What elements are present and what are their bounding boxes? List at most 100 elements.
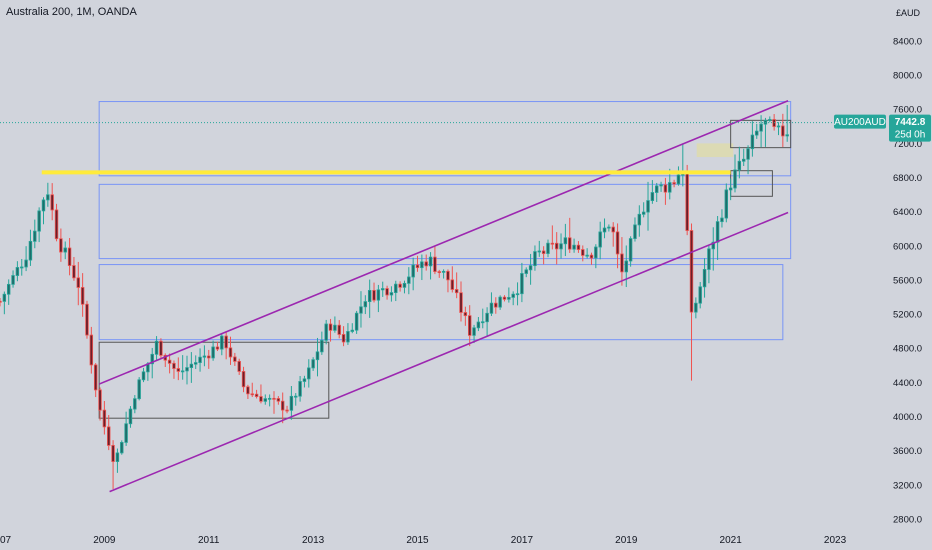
last-price-tag[interactable] xyxy=(889,114,931,142)
candle[interactable] xyxy=(128,406,133,428)
candle[interactable] xyxy=(311,357,315,371)
candle[interactable] xyxy=(563,223,568,257)
candle[interactable] xyxy=(702,258,707,298)
candle[interactable] xyxy=(202,345,207,367)
candle[interactable] xyxy=(511,291,515,306)
candle[interactable] xyxy=(615,223,620,269)
candle[interactable] xyxy=(602,218,607,239)
candle[interactable] xyxy=(433,245,437,275)
candle[interactable] xyxy=(628,236,633,267)
candle[interactable] xyxy=(594,244,598,269)
candle[interactable] xyxy=(646,181,650,231)
candle[interactable] xyxy=(720,209,724,228)
candle[interactable] xyxy=(541,246,546,265)
candle[interactable] xyxy=(185,355,189,385)
candle[interactable] xyxy=(781,113,785,147)
candle[interactable] xyxy=(415,255,420,272)
candle[interactable] xyxy=(528,253,533,285)
candle[interactable] xyxy=(341,326,346,347)
candle[interactable] xyxy=(533,245,537,271)
candle[interactable] xyxy=(54,203,59,242)
candle[interactable] xyxy=(41,197,46,225)
candle[interactable] xyxy=(289,386,294,420)
candle[interactable] xyxy=(237,358,241,375)
candle[interactable] xyxy=(337,320,341,339)
candle[interactable] xyxy=(502,295,507,302)
candle[interactable] xyxy=(398,281,402,292)
candle[interactable] xyxy=(637,205,642,237)
candle[interactable] xyxy=(728,178,733,201)
candle[interactable] xyxy=(689,223,694,381)
candle[interactable] xyxy=(198,348,202,372)
candle[interactable] xyxy=(67,238,72,276)
candle[interactable] xyxy=(620,237,624,286)
candle[interactable] xyxy=(324,319,328,345)
candle[interactable] xyxy=(424,254,428,271)
candle[interactable] xyxy=(367,279,372,318)
candle[interactable] xyxy=(498,295,502,310)
candle[interactable] xyxy=(463,306,468,326)
candle[interactable] xyxy=(746,145,750,175)
candle[interactable] xyxy=(733,154,737,193)
candle[interactable] xyxy=(85,300,89,339)
candle[interactable] xyxy=(72,256,76,281)
candle[interactable] xyxy=(381,281,385,297)
candle[interactable] xyxy=(276,396,281,405)
candle[interactable] xyxy=(363,295,368,315)
candle[interactable] xyxy=(550,225,555,250)
candle[interactable] xyxy=(207,349,211,369)
candle[interactable] xyxy=(233,352,237,366)
candle[interactable] xyxy=(76,261,80,306)
candle[interactable] xyxy=(11,270,15,288)
candle[interactable] xyxy=(711,227,715,271)
candle[interactable] xyxy=(59,228,63,262)
candle[interactable] xyxy=(120,440,124,455)
candle[interactable] xyxy=(259,384,263,404)
candle[interactable] xyxy=(450,266,455,293)
candle[interactable] xyxy=(576,241,581,253)
candle[interactable] xyxy=(715,215,720,260)
candle[interactable] xyxy=(333,316,337,333)
candle[interactable] xyxy=(254,389,259,399)
candle[interactable] xyxy=(485,307,489,337)
candle[interactable] xyxy=(676,166,681,186)
candle[interactable] xyxy=(611,222,615,247)
candle[interactable] xyxy=(150,347,154,379)
candle[interactable] xyxy=(607,224,611,232)
candle[interactable] xyxy=(585,248,589,259)
candle[interactable] xyxy=(154,336,159,361)
candle[interactable] xyxy=(776,122,781,136)
candle[interactable] xyxy=(124,411,128,446)
candle[interactable] xyxy=(224,331,228,360)
candle[interactable] xyxy=(246,384,250,399)
candle[interactable] xyxy=(685,164,689,236)
candle[interactable] xyxy=(489,292,494,317)
candle[interactable] xyxy=(572,238,576,253)
candle[interactable] xyxy=(159,338,163,359)
candle[interactable] xyxy=(228,336,233,365)
candle[interactable] xyxy=(476,316,481,332)
candle[interactable] xyxy=(655,182,659,203)
candle[interactable] xyxy=(280,392,285,424)
candle[interactable] xyxy=(50,183,54,221)
candle[interactable] xyxy=(507,287,511,303)
candle[interactable] xyxy=(346,323,350,345)
candle[interactable] xyxy=(724,183,729,223)
candle[interactable] xyxy=(189,352,194,383)
candle[interactable] xyxy=(89,326,94,374)
candle[interactable] xyxy=(524,267,528,278)
candle[interactable] xyxy=(537,240,541,257)
candle[interactable] xyxy=(559,233,563,259)
candle[interactable] xyxy=(698,281,702,309)
candle[interactable] xyxy=(581,245,585,262)
candle[interactable] xyxy=(472,324,476,344)
candle[interactable] xyxy=(320,331,324,355)
candle[interactable] xyxy=(407,267,411,295)
candle[interactable] xyxy=(176,357,181,381)
candle[interactable] xyxy=(315,337,320,377)
candle[interactable] xyxy=(568,217,572,253)
candle[interactable] xyxy=(755,123,759,139)
candle[interactable] xyxy=(459,281,463,322)
candle[interactable] xyxy=(80,273,85,317)
candle[interactable] xyxy=(554,232,559,265)
